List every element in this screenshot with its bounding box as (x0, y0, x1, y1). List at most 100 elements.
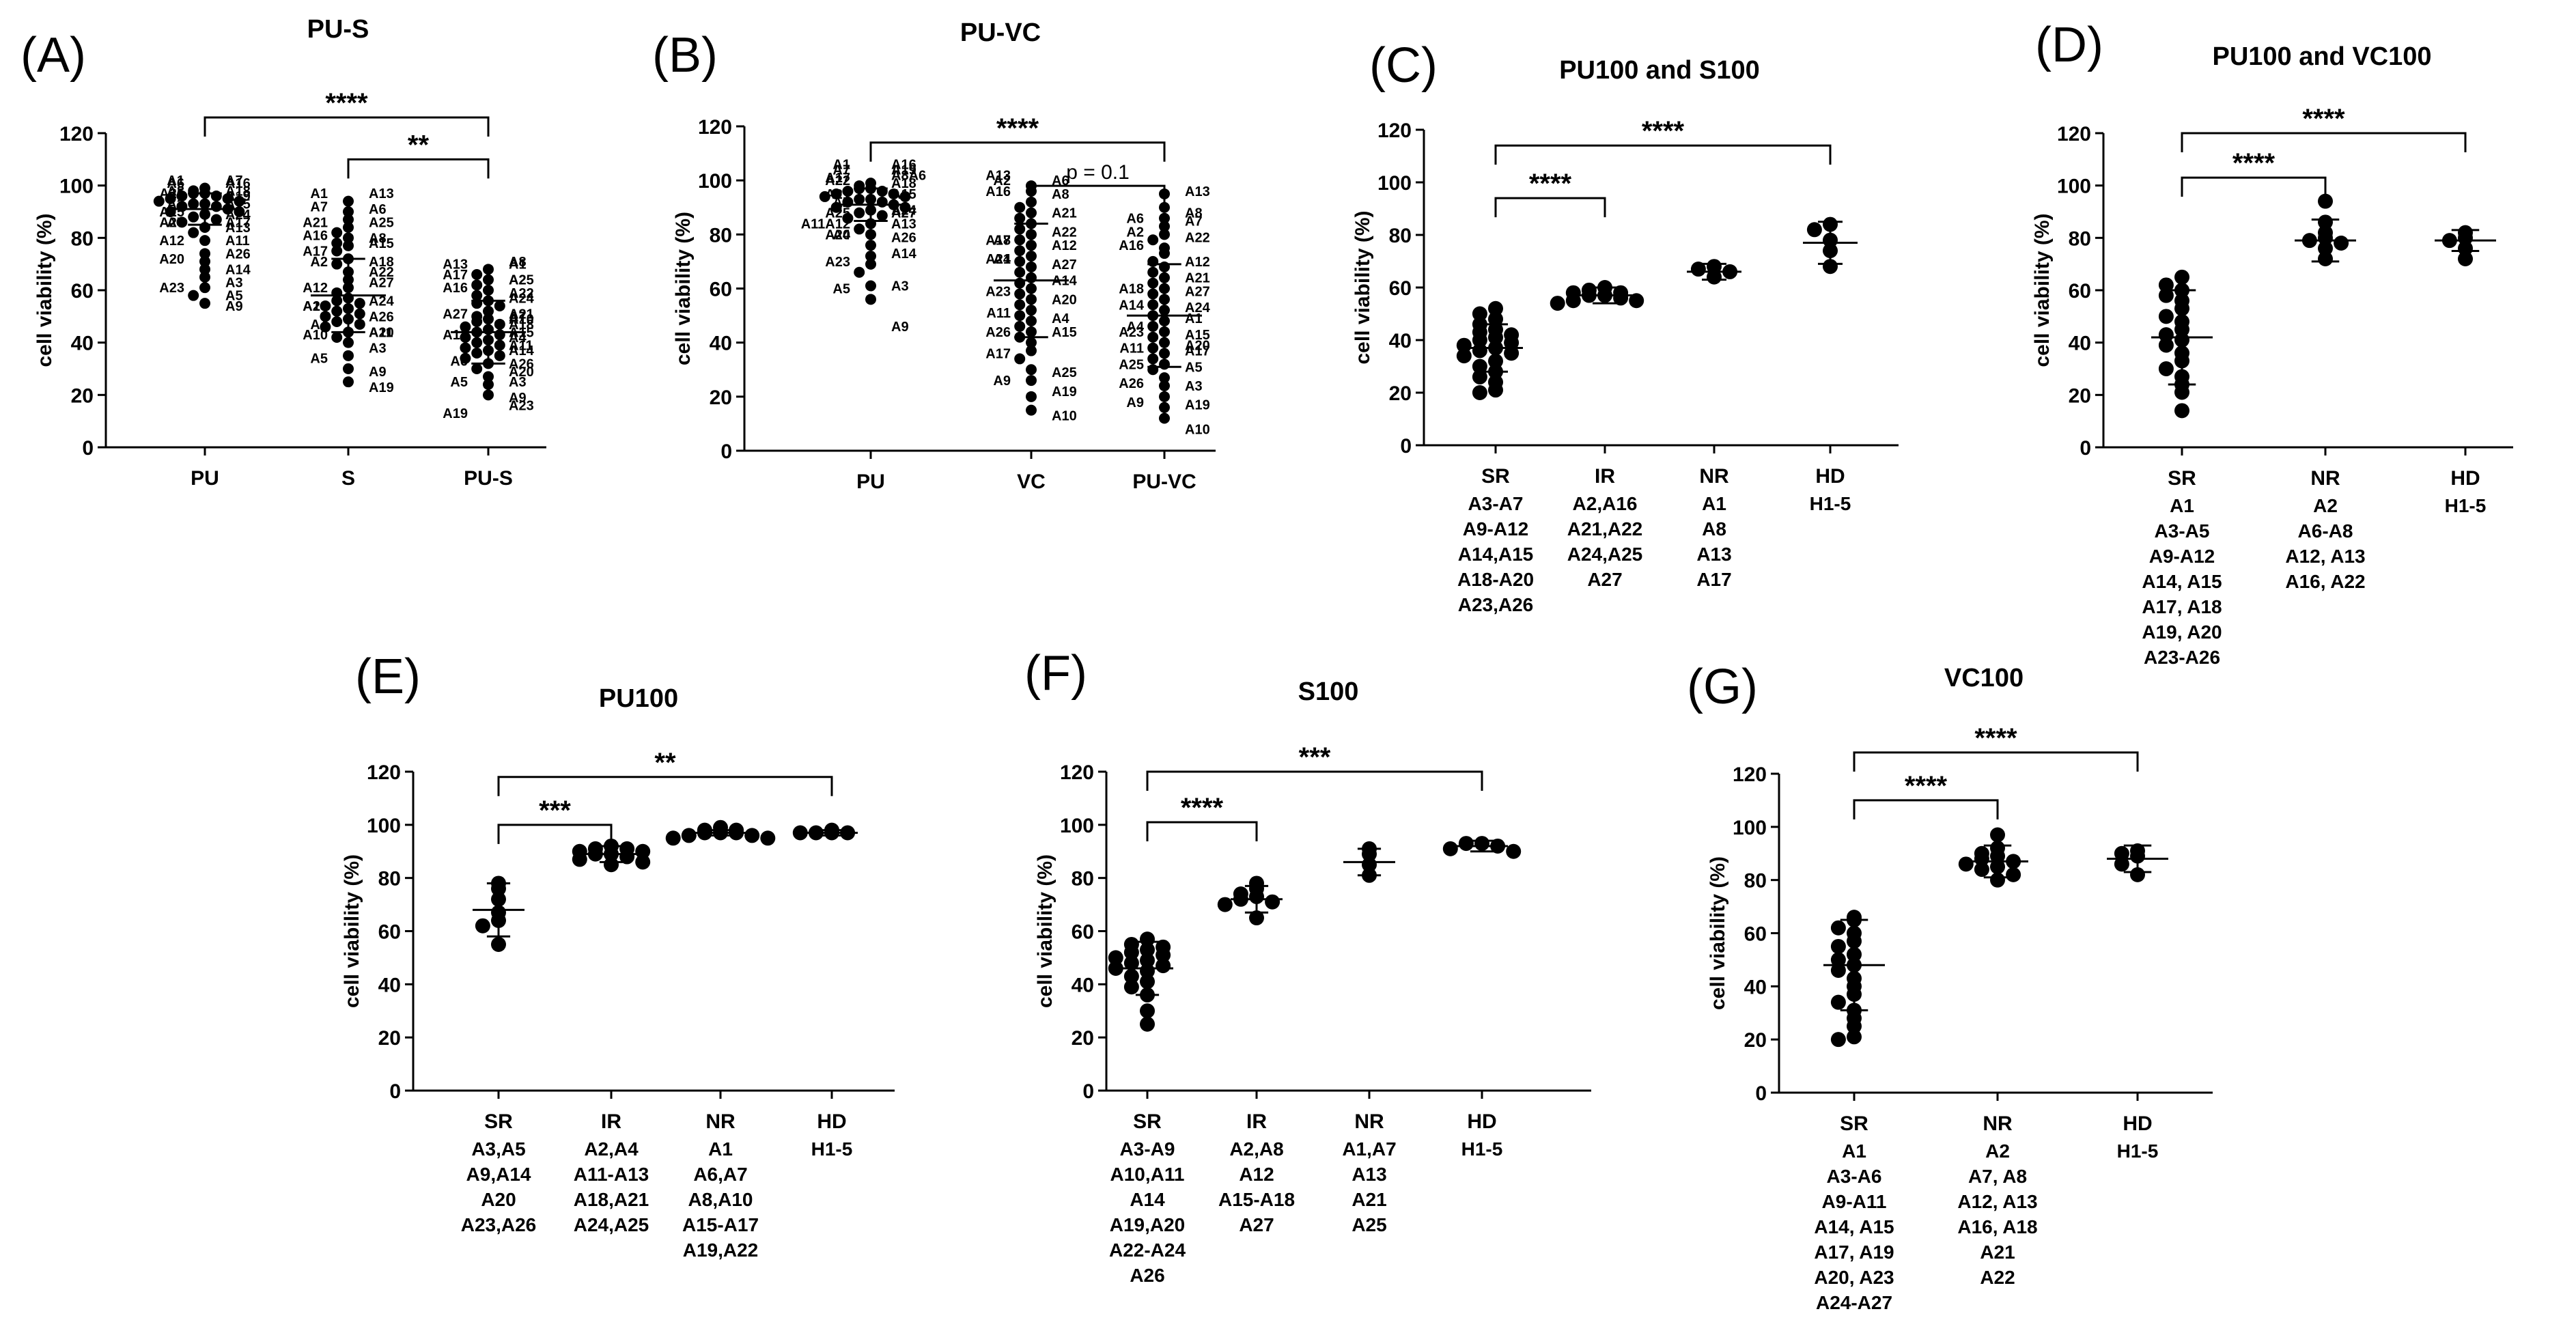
data-point (1456, 348, 1472, 364)
significance-label: **** (2302, 104, 2345, 134)
data-point (1472, 306, 1487, 322)
point-label: A20 (1052, 292, 1077, 307)
x-category-sublabel: A27 (1587, 569, 1622, 590)
point-label: A21 (825, 187, 850, 202)
point-label: A9 (1126, 395, 1144, 410)
point-label: A10 (1052, 409, 1077, 424)
point-label: A12 (303, 281, 328, 296)
data-point (2114, 845, 2129, 861)
y-tick-label: 0 (1082, 1080, 1094, 1103)
y-axis-label: cell viability (%) (2031, 213, 2054, 367)
data-point (222, 193, 234, 204)
point-label: A14 (509, 343, 535, 359)
y-tick-label: 100 (1733, 817, 1767, 839)
data-point (331, 245, 343, 257)
point-label: A5 (225, 289, 243, 304)
x-category-sublabel: A15-A17 (682, 1214, 759, 1235)
data-point (343, 337, 354, 348)
data-point (471, 290, 483, 301)
point-label: A9 (225, 299, 243, 314)
data-point (188, 198, 199, 210)
x-category-label: PU (191, 467, 219, 490)
panel-f: (F) S100 0 20 40 60 80 100 120 cell viability (%)… (1024, 646, 1591, 1286)
data-point (1026, 207, 1037, 219)
data-point (1014, 234, 1026, 246)
point-label: A23 (509, 399, 534, 414)
point-label: A8 (167, 184, 184, 199)
data-point (1159, 229, 1170, 240)
data-point (343, 195, 354, 207)
data-point (1958, 856, 1974, 872)
y-tick-label: 80 (1744, 870, 1767, 893)
data-point (1690, 262, 1706, 277)
point-label: A22 (825, 173, 850, 188)
data-point (475, 918, 490, 934)
data-point (1830, 1032, 1846, 1048)
data-point (471, 279, 483, 291)
data-point (854, 193, 865, 205)
point-label: A11 (369, 325, 393, 340)
point-label: A3 (225, 276, 243, 291)
point-label: A14 (1119, 298, 1145, 313)
x-category-sublabel: A18-A20 (1457, 569, 1534, 590)
point-label: A6 (450, 354, 468, 369)
data-point (199, 271, 210, 283)
point-label: A13 (443, 257, 468, 272)
data-point (2158, 277, 2174, 293)
significance-bracket (497, 776, 833, 796)
point-label: A4 (1126, 320, 1144, 335)
x-category-sublabel: A17 (1696, 569, 1731, 590)
point-label: A11 (225, 234, 250, 249)
x-category-label: NR (1699, 465, 1729, 488)
y-tick-label: 20 (1072, 1027, 1094, 1050)
data-point (819, 191, 830, 202)
data-point (1159, 402, 1170, 413)
data-point (1990, 872, 2005, 888)
data-point (1159, 380, 1170, 391)
data-point (343, 350, 354, 361)
point-label: A10 (509, 312, 534, 327)
data-point (760, 830, 776, 846)
data-point (460, 342, 471, 354)
data-point (1014, 277, 1026, 289)
x-category-sublabel: A26 (1130, 1265, 1164, 1286)
point-label: A20 (1185, 339, 1210, 354)
point-label: A13 (985, 168, 1011, 183)
y-tick-label: 0 (720, 440, 732, 463)
data-point (165, 193, 176, 204)
x-category-sublabel: A13 (1696, 544, 1731, 565)
data-point (2174, 269, 2189, 285)
point-label: A13 (225, 221, 251, 236)
point-label: A6 (1126, 212, 1144, 227)
data-point (1147, 288, 1159, 300)
data-point (494, 329, 505, 341)
data-point (331, 332, 343, 343)
data-point (1159, 391, 1170, 402)
data-point (1488, 382, 1503, 398)
point-label: A27 (1052, 257, 1077, 272)
x-category-sublabel: H1-5 (1810, 493, 1851, 514)
significance-bracket (1030, 184, 1166, 206)
data-point (1147, 299, 1159, 311)
data-point (1014, 353, 1026, 365)
point-label: A27 (443, 307, 468, 322)
x-category-sublabel: A16, A22 (2285, 571, 2365, 592)
point-label: A15 (1185, 328, 1210, 343)
point-label: A23 (825, 255, 850, 270)
point-label: A24 (225, 208, 251, 223)
point-label: A24 (1185, 300, 1211, 316)
data-point (1140, 1016, 1155, 1032)
data-point (320, 300, 331, 311)
data-point (876, 186, 888, 197)
x-category-sublabel: A7, A8 (1968, 1166, 2027, 1187)
data-point (188, 227, 199, 238)
point-label: A17 (1185, 344, 1210, 359)
data-point (1140, 1003, 1155, 1019)
y-tick-label: 100 (59, 176, 94, 198)
data-point (199, 255, 210, 267)
point-label: A6 (369, 202, 387, 217)
data-point (2130, 867, 2145, 882)
data-point (1123, 968, 1139, 984)
data-point (331, 295, 343, 307)
y-tick-label: 0 (2080, 437, 2091, 460)
